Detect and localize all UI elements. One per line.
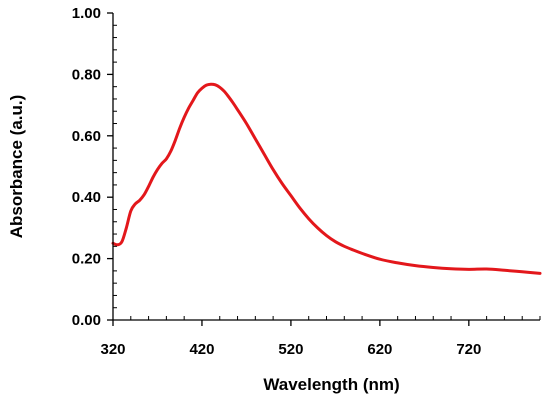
x-tick-label: 520 [278, 341, 303, 358]
y-tick-label: 1.00 [72, 5, 101, 22]
y-tick-label: 0.40 [72, 189, 101, 206]
x-tick-label: 420 [189, 341, 214, 358]
plot-area [111, 82, 542, 275]
x-tick-label: 720 [456, 341, 481, 358]
x-tick-label: 320 [100, 341, 125, 358]
y-tick-label: 0.20 [72, 251, 101, 268]
x-tick-label: 620 [367, 341, 392, 358]
y-axis-title: Absorbance (a.u.) [7, 95, 26, 239]
y-tick-label: 0.00 [72, 312, 101, 329]
absorbance-series-line [111, 82, 542, 275]
y-tick-label: 0.60 [72, 128, 101, 145]
x-axis-title: Wavelength (nm) [263, 375, 399, 394]
y-tick-label: 0.80 [72, 66, 101, 83]
axes: 0.00 0.20 0.40 0.60 0.80 1.00 320 420 520 620 720 [72, 5, 541, 358]
